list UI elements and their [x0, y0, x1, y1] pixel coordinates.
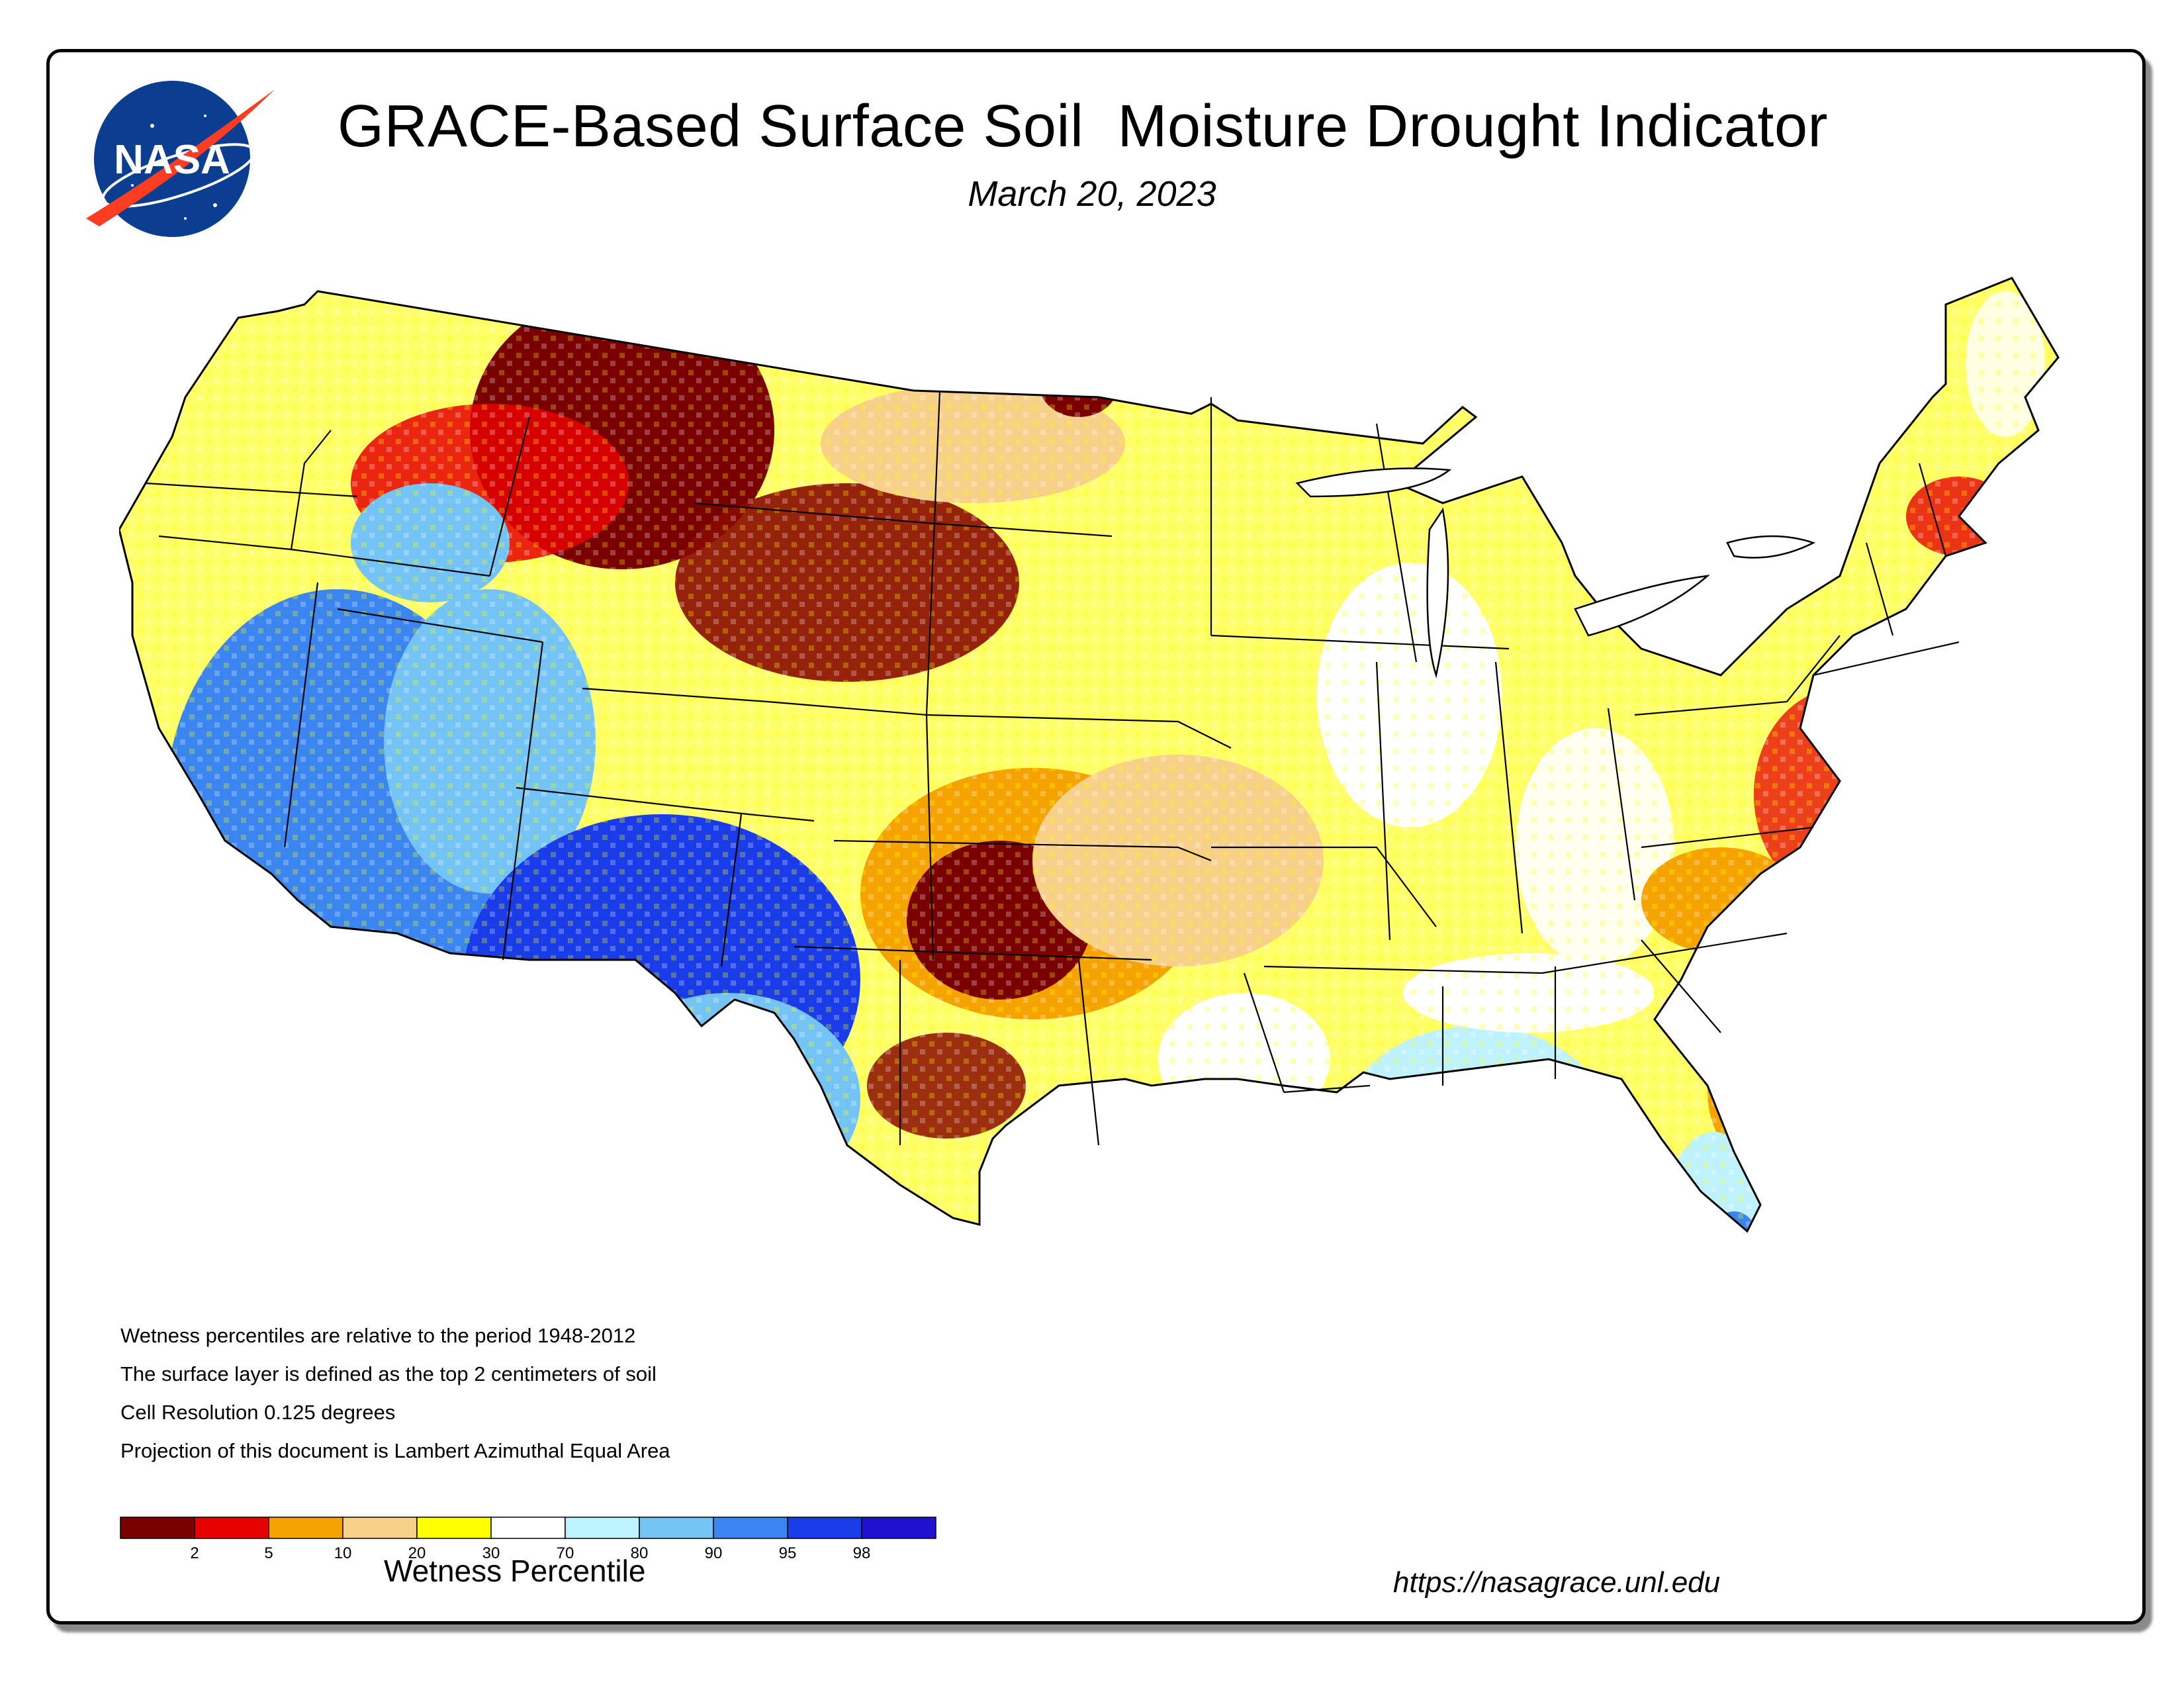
legend-swatch — [861, 1517, 936, 1539]
page-title: GRACE-Based Surface Soil Moisture Drough… — [338, 93, 1828, 160]
legend-swatch — [713, 1517, 788, 1539]
legend-swatch — [268, 1517, 343, 1539]
map-date: March 20, 2023 — [968, 174, 1216, 214]
legend-swatch — [194, 1517, 269, 1539]
note-projection: Projection of this document is Lambert A… — [120, 1439, 670, 1462]
legend-tick-label: 90 — [705, 1544, 723, 1562]
legend-title: Wetness Percentile — [384, 1554, 646, 1588]
legend-tick-label: 80 — [631, 1544, 649, 1562]
legend-swatch — [342, 1517, 418, 1539]
note-period: Wetness percentiles are relative to the … — [120, 1324, 636, 1347]
nasa-logo-icon: NASA — [86, 81, 275, 237]
legend-swatch — [639, 1517, 714, 1539]
legend-tick-label: 95 — [779, 1544, 797, 1562]
legend-colorbar: 2 5 10 20 30 70 80 90 95 98 — [120, 1517, 936, 1562]
note-surface-layer: The surface layer is defined as the top … — [120, 1362, 657, 1385]
drought-map — [119, 277, 2060, 1233]
legend-tick-label: 10 — [334, 1544, 352, 1562]
source-url[interactable]: https://nasagrace.unl.edu — [1393, 1566, 1721, 1599]
legend-swatch — [416, 1517, 492, 1539]
legend-tick-label: 70 — [557, 1544, 574, 1562]
svg-text:NASA: NASA — [114, 137, 230, 183]
note-cell-resolution: Cell Resolution 0.125 degrees — [120, 1401, 396, 1424]
legend-swatch — [787, 1517, 862, 1539]
legend-tick-label: 5 — [264, 1544, 273, 1562]
legend-swatch — [490, 1517, 566, 1539]
legend-tick-label: 30 — [482, 1544, 500, 1562]
legend-tick-label: 20 — [408, 1544, 426, 1562]
legend-swatch — [565, 1517, 640, 1539]
legend-tick-label: 98 — [853, 1544, 871, 1562]
legend-swatch — [120, 1517, 195, 1539]
legend-tick-label: 2 — [190, 1544, 199, 1562]
